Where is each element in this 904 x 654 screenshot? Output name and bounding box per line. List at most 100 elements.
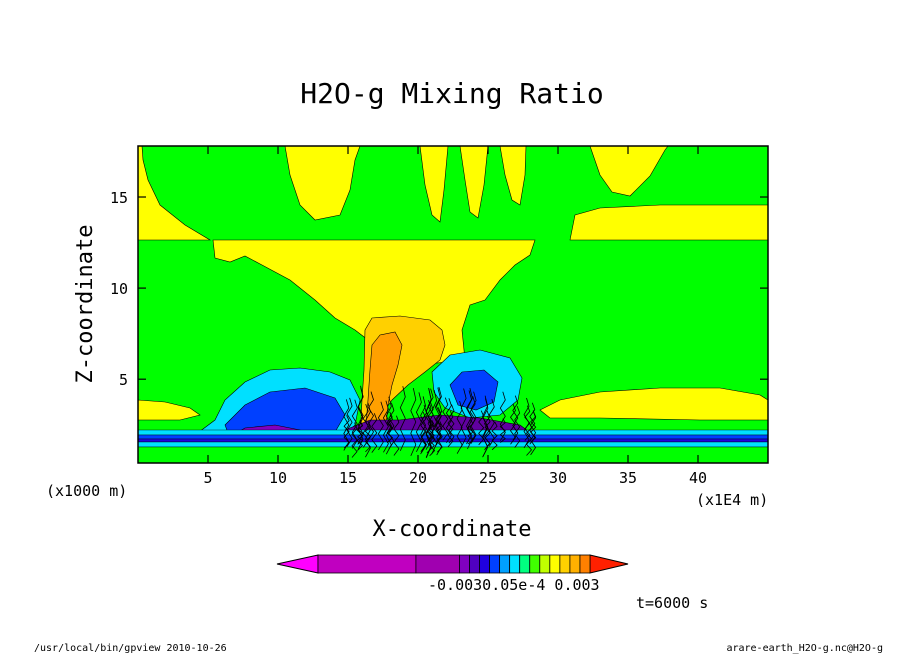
colorbar-swatch: [539, 554, 551, 574]
turbulence-line: [447, 410, 454, 448]
turbulence-line: [484, 416, 491, 450]
turbulence-line: [460, 388, 467, 448]
y-axis-label: Z-coordinate: [73, 225, 98, 384]
y-tick-label: 10: [110, 280, 128, 298]
turbulence-line: [425, 399, 432, 450]
colorbar-swatch: [529, 554, 541, 574]
turbulence-line: [425, 387, 432, 458]
turbulence-line: [448, 404, 455, 444]
turbulence-line: [428, 419, 435, 451]
footer-right: arare-earth_H2O-g.nc@H2O-g: [726, 643, 883, 654]
turbulence-line: [491, 421, 498, 451]
contour-field: [138, 146, 768, 463]
contour-band-green-bottom: [138, 446, 768, 463]
x-tick-label: 30: [549, 469, 567, 487]
turbulence-line: [466, 390, 472, 445]
turbulence-line: [436, 421, 443, 453]
turbulence-line: [478, 410, 485, 446]
colorbar-high-triangle: [589, 554, 629, 574]
turbulence-line: [445, 398, 452, 444]
contour-region-yellow-top-streak-1: [419, 146, 449, 223]
turbulence-line: [382, 400, 389, 453]
turbulence-line: [426, 420, 433, 454]
colorbar-swatch: [569, 554, 581, 574]
colorbar-swatch: [559, 554, 571, 574]
turbulence-line: [399, 386, 406, 451]
turbulence-line: [357, 387, 364, 444]
y-axis: 5 10 15: [110, 189, 768, 389]
turbulence-line: [524, 405, 531, 441]
turbulence-line: [442, 397, 449, 441]
x-tick-label: 25: [479, 469, 497, 487]
turbulence-line: [514, 405, 521, 448]
footer-left: /usr/local/bin/gpview 2010-10-26: [34, 643, 227, 654]
x-axis: 5 10 15 20 25 30 35 40: [203, 146, 707, 487]
x-tick-label: 10: [269, 469, 287, 487]
colorbar-swatch: [579, 554, 591, 574]
turbulence-line: [362, 403, 369, 448]
turbulence-line: [388, 402, 395, 450]
contour-region-yellow-right-band: [569, 204, 768, 241]
turbulence-line: [351, 399, 358, 449]
turbulence-line: [393, 415, 400, 456]
turbulence-line: [368, 391, 374, 441]
colorbar-swatch: [489, 554, 501, 574]
x-tick-label: 15: [339, 469, 357, 487]
x-tick-label: 40: [689, 469, 707, 487]
turbulence-line: [434, 387, 441, 447]
contour-region-yellow-top-streak-3: [499, 146, 527, 206]
colorbar-swatch: [415, 554, 460, 574]
turbulence-line: [386, 414, 394, 443]
turbulence-line: [482, 398, 489, 457]
turbulence-line: [410, 388, 417, 457]
chart-title: H2O-g Mixing Ratio: [300, 77, 603, 110]
turbulence-line: [364, 420, 371, 453]
x-tick-label: 20: [409, 469, 427, 487]
turbulence-line: [377, 401, 384, 451]
colorbar-swatch: [317, 554, 417, 574]
colorbar-low-triangle: [276, 554, 319, 574]
y-tick-label: 5: [119, 371, 128, 389]
contour-region-yellow-lower-right: [539, 387, 768, 421]
colorbar-swatch: [509, 554, 521, 574]
contour-region-yellow-top-streak-2: [459, 146, 489, 219]
plot-frame: [137, 145, 769, 464]
x-tick-label: 35: [619, 469, 637, 487]
turbulence-line: [530, 411, 537, 444]
turbulence-line: [499, 418, 506, 443]
x-axis-label: X-coordinate: [373, 517, 532, 542]
turbulence-line: [470, 391, 477, 444]
turbulence-line: [415, 392, 422, 452]
colorbar-swatch: [549, 554, 561, 574]
turbulence-line: [466, 388, 473, 450]
turbulence-line: [364, 402, 371, 458]
turbulence-line: [530, 410, 537, 456]
colorbar-swatch: [479, 554, 490, 574]
turbulence-line: [512, 395, 519, 441]
turbulence-line: [499, 391, 506, 441]
contour-region-yellow-lower-left: [138, 399, 201, 421]
contour-band-cyan: [138, 429, 768, 436]
contour-region-yellow-top: [284, 146, 361, 221]
colorbar-swatch: [519, 554, 531, 574]
turbulence-line: [346, 397, 353, 447]
turbulence-line: [343, 415, 350, 449]
contour-region-orange: [365, 331, 403, 431]
colorbar-swatch: [469, 554, 480, 574]
turbulence-line: [385, 396, 392, 455]
colorbar-swatch: [499, 554, 511, 574]
turbulence-line: [510, 403, 516, 445]
colorbar-tick-labels: -0.0030.05e-4 0.003: [428, 576, 600, 594]
turbulence-line: [529, 402, 536, 445]
contour-band-cyan-lower: [138, 441, 768, 448]
colorbar: [276, 554, 629, 574]
time-annotation: t=6000 s: [636, 594, 708, 612]
x-tick-label: 5: [203, 469, 212, 487]
turbulence-line: [429, 423, 436, 457]
turbulence-line: [371, 413, 378, 453]
contour-region-yellow-upper-left: [138, 146, 212, 241]
turbulence-lines: [343, 385, 537, 458]
x-unit-label: (x1000 m): [46, 482, 127, 500]
colorbar-swatch: [459, 554, 470, 574]
